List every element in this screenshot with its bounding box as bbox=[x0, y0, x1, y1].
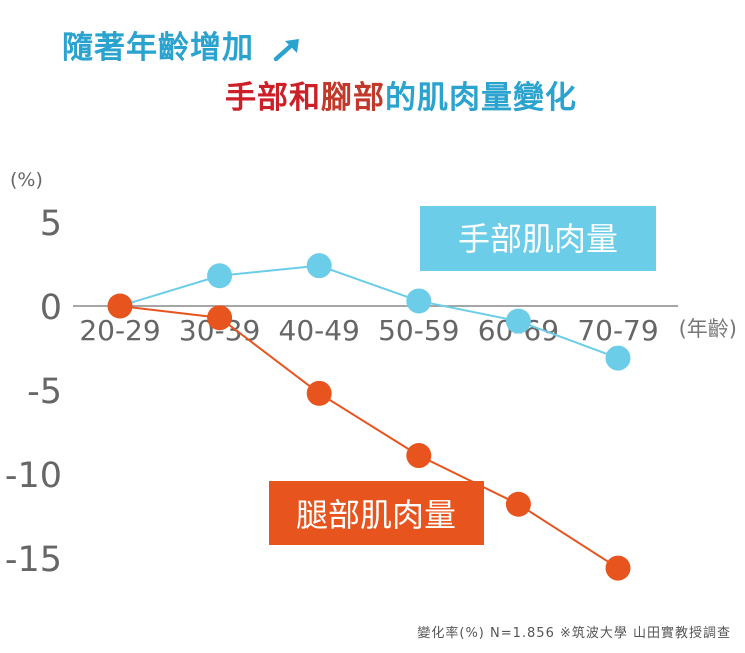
series-2-point bbox=[107, 293, 133, 319]
x-tick-label: 70-79 bbox=[577, 314, 658, 347]
x-tick-label: 20-29 bbox=[79, 314, 160, 347]
series-2-point bbox=[306, 380, 332, 406]
x-tick-label: 40-49 bbox=[279, 314, 360, 347]
y-tick-label: 0 bbox=[40, 288, 62, 328]
legend-box-hand bbox=[420, 206, 656, 271]
series-line-2 bbox=[119, 305, 619, 569]
series-2-point bbox=[505, 491, 531, 517]
legend-label-leg: 腿部肌肉量 bbox=[296, 496, 456, 534]
series-1-point bbox=[605, 345, 631, 371]
title-line-1-text: 隨著年齡增加 bbox=[62, 30, 254, 66]
footer-note: 變化率(%) N=1.856 ※筑波大學 山田實教授調查 bbox=[417, 626, 731, 641]
legend-box-leg bbox=[269, 481, 484, 545]
title-rest-text: 的肌肉量變化 bbox=[385, 80, 577, 116]
series-1-point bbox=[207, 263, 233, 289]
y-axis-unit-label: (%) bbox=[10, 169, 43, 191]
y-tick-label: -15 bbox=[5, 540, 62, 580]
y-tick-label: 5 bbox=[40, 204, 62, 244]
y-tick-label: -5 bbox=[27, 372, 62, 412]
title-hand-text: 手部和 bbox=[225, 80, 321, 116]
series-1-point bbox=[505, 308, 531, 334]
title-line-2: 手部和腳部的肌肉量變化 bbox=[225, 72, 577, 117]
legend-label-hand: 手部肌肉量 bbox=[458, 220, 618, 258]
series-line-1 bbox=[119, 264, 619, 360]
series-2-point bbox=[605, 555, 631, 581]
series-1-point bbox=[406, 288, 432, 314]
up-arrow-icon bbox=[273, 38, 299, 61]
x-axis-unit-label: (年齡) bbox=[679, 317, 737, 341]
x-tick-label: 50-59 bbox=[378, 314, 459, 347]
series-1-point bbox=[306, 253, 332, 279]
y-tick-label: -10 bbox=[5, 456, 62, 496]
series-2-point bbox=[207, 305, 233, 331]
title-line-1: 隨著年齡增加 bbox=[62, 22, 302, 67]
series-2-point bbox=[406, 443, 432, 469]
title-foot-text: 腳部 bbox=[321, 80, 385, 116]
